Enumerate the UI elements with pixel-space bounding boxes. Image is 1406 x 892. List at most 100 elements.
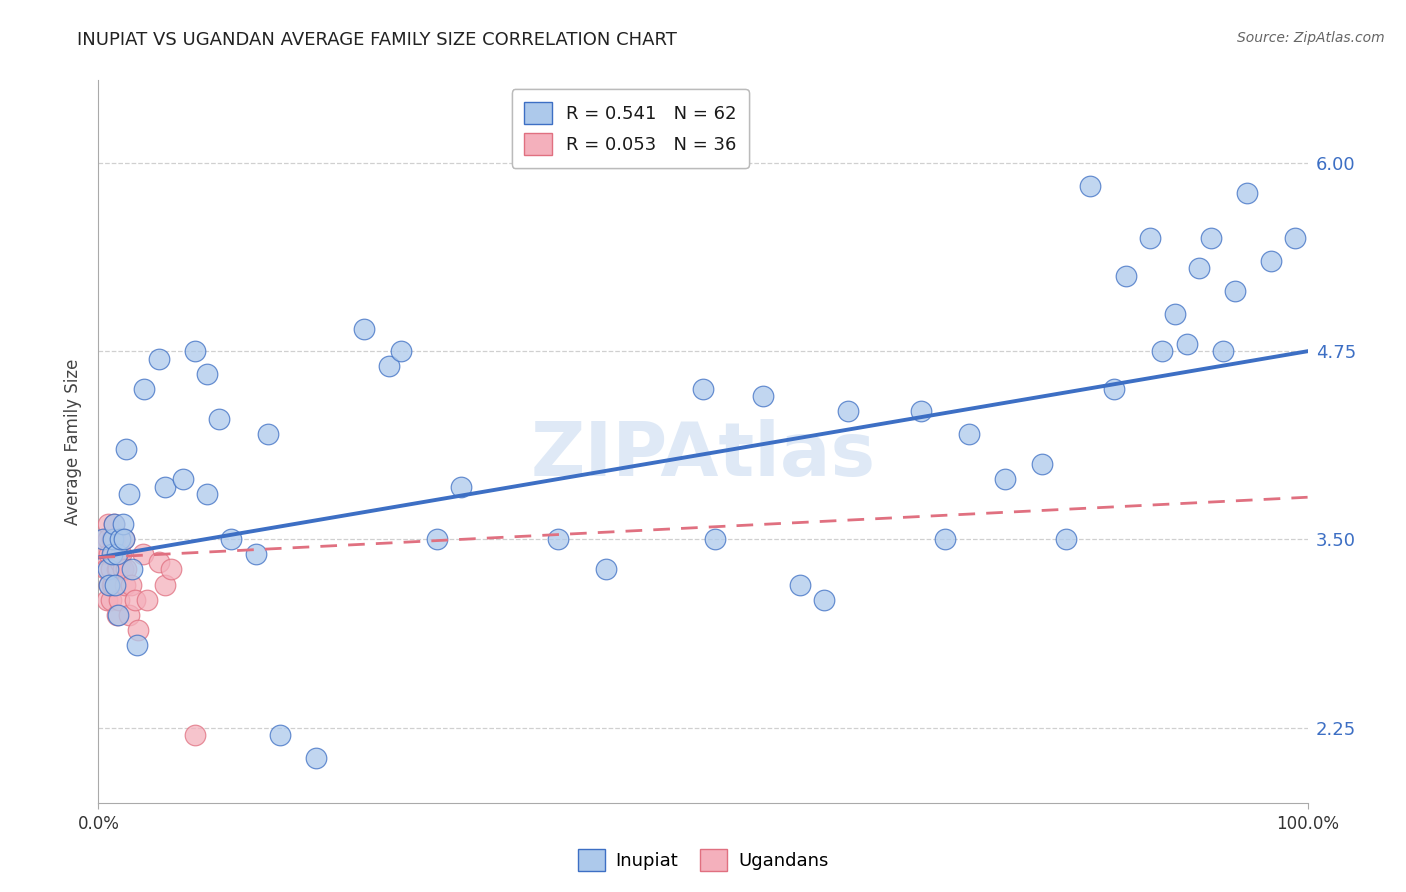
Point (96, 592, 118, 607)
Point (118, 607, 141, 622)
Point (91, 533, 114, 547)
Point (115, 562, 138, 576)
Point (105, 562, 128, 576)
Point (389, 344, 412, 359)
Point (108, 533, 131, 547)
Point (1152, 344, 1174, 359)
Point (118, 487, 141, 501)
Point (1175, 336, 1198, 351)
Point (450, 480, 472, 494)
Point (195, 487, 218, 501)
Point (103, 517, 125, 532)
Point (121, 562, 143, 576)
Point (107, 562, 129, 576)
Point (115, 442, 138, 456)
Point (1078, 178, 1101, 193)
Point (934, 533, 956, 547)
Text: ZIPAtlas: ZIPAtlas (530, 419, 876, 492)
Point (353, 321, 375, 335)
Point (112, 533, 135, 547)
Point (245, 548, 267, 562)
Y-axis label: Average Family Size: Average Family Size (65, 359, 83, 524)
Point (104, 533, 127, 547)
Point (134, 382, 156, 396)
Point (1236, 186, 1258, 201)
Point (1139, 231, 1161, 245)
Point (256, 427, 278, 442)
Point (813, 592, 835, 607)
Point (98, 577, 121, 591)
Point (1163, 307, 1185, 321)
Legend: R = 0.541   N = 62, R = 0.053   N = 36: R = 0.541 N = 62, R = 0.053 N = 36 (512, 89, 749, 168)
Point (1284, 231, 1306, 245)
Point (994, 472, 1017, 486)
Point (789, 577, 811, 591)
Point (111, 517, 134, 532)
Point (153, 480, 176, 494)
Point (1115, 268, 1137, 283)
Point (105, 607, 128, 622)
Point (184, 344, 207, 359)
Point (124, 592, 146, 607)
Point (148, 555, 170, 569)
Point (100, 533, 122, 547)
Point (97, 517, 120, 532)
Point (377, 359, 399, 374)
Point (221, 533, 243, 547)
Point (105, 548, 128, 562)
Point (153, 577, 176, 591)
Point (1223, 284, 1246, 298)
Point (112, 533, 135, 547)
Point (110, 548, 132, 562)
Point (108, 592, 131, 607)
Point (184, 728, 207, 742)
Point (98, 548, 121, 562)
Point (195, 367, 218, 381)
Point (97, 562, 120, 576)
Point (93, 533, 115, 547)
Point (103, 517, 125, 532)
Point (426, 533, 449, 547)
Text: Source: ZipAtlas.com: Source: ZipAtlas.com (1237, 31, 1385, 45)
Point (132, 548, 155, 562)
Point (108, 555, 131, 569)
Point (1212, 344, 1234, 359)
Point (101, 577, 124, 591)
Point (120, 577, 142, 591)
Text: INUPIAT VS UGANDAN AVERAGE FAMILY SIZE CORRELATION CHART: INUPIAT VS UGANDAN AVERAGE FAMILY SIZE C… (77, 31, 678, 49)
Point (910, 404, 932, 418)
Point (94, 562, 117, 576)
Point (1260, 253, 1282, 268)
Point (1102, 382, 1125, 396)
Point (208, 412, 231, 426)
Point (1054, 533, 1077, 547)
Point (135, 592, 157, 607)
Point (547, 533, 569, 547)
Point (148, 351, 170, 366)
Point (172, 472, 194, 486)
Point (114, 577, 136, 591)
Point (101, 548, 124, 562)
Point (111, 562, 134, 576)
Point (305, 750, 328, 764)
Point (100, 592, 122, 607)
Point (160, 562, 183, 576)
Point (1031, 457, 1053, 471)
Point (91, 548, 114, 562)
Point (97, 533, 120, 547)
Point (752, 389, 775, 403)
Point (127, 623, 149, 637)
Point (100, 548, 122, 562)
Point (704, 533, 727, 547)
Point (100, 562, 122, 576)
Point (837, 404, 859, 418)
Legend: Inupiat, Ugandans: Inupiat, Ugandans (571, 842, 835, 879)
Point (269, 728, 291, 742)
Point (107, 607, 129, 622)
Point (957, 427, 980, 442)
Point (1188, 261, 1211, 276)
Point (98, 577, 121, 591)
Point (104, 577, 127, 591)
Point (127, 638, 149, 652)
Point (100, 577, 122, 591)
